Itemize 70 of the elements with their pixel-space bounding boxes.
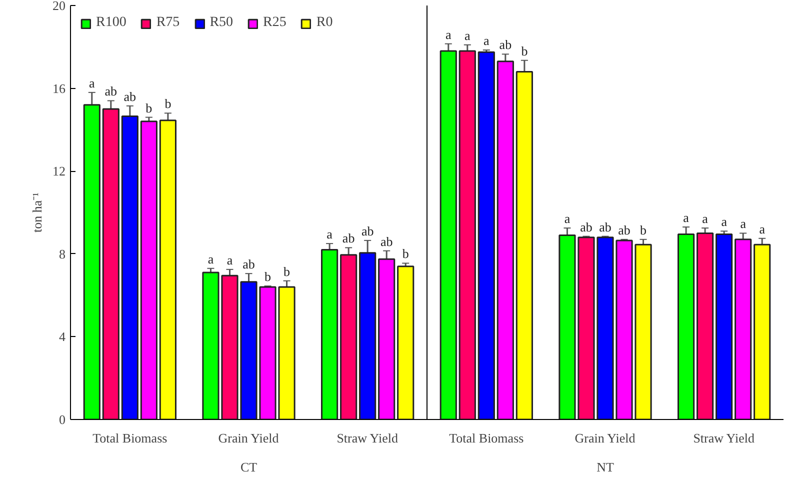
y-tick-label: 4 (59, 329, 66, 344)
legend-label: R100 (96, 15, 126, 31)
bar (458, 50, 476, 420)
bar (397, 266, 414, 420)
x-tick-label: Grain Yield (574, 430, 636, 446)
text: NT (596, 460, 614, 474)
data-label: b (521, 43, 528, 58)
bar (440, 50, 457, 420)
data-label: ab (618, 222, 630, 238)
bar (734, 238, 752, 420)
legend-label: R50 (210, 15, 234, 31)
data-label: ab (380, 234, 393, 249)
data-label: a (759, 221, 766, 236)
data-label: ab (599, 219, 612, 234)
data-label: b (284, 264, 290, 279)
x-tick-label: Straw Yield (336, 430, 398, 446)
data-label: b (264, 268, 272, 284)
legend-label: R25 (263, 15, 286, 31)
data-label: a (564, 211, 570, 226)
data-label: ab (342, 230, 355, 246)
data-label: ab (124, 88, 136, 104)
bar (140, 120, 158, 420)
data-label: a (702, 211, 708, 226)
bar (321, 249, 338, 420)
data-label: a (721, 214, 728, 230)
y-tick-label: 0 (59, 412, 66, 427)
x-tick-label: Grain Yield (218, 430, 280, 446)
bar (516, 70, 533, 420)
data-label: b (402, 246, 409, 262)
bar (359, 252, 376, 420)
data-label: ab (242, 256, 255, 272)
data-label: b (146, 100, 152, 116)
bar (496, 60, 514, 420)
bar (121, 115, 138, 420)
y-tick-label: 20 (52, 0, 66, 13)
data-label: a (464, 28, 471, 43)
bar (696, 232, 714, 420)
data-label: ab (580, 219, 592, 234)
y-tick-label: 8 (59, 246, 66, 262)
data-label: a (89, 75, 96, 90)
data-label: a (683, 210, 690, 225)
bar (478, 51, 495, 420)
text: CT (240, 460, 258, 474)
bar (102, 108, 120, 420)
y-tick-label: 12 (52, 164, 66, 179)
bar (678, 233, 695, 420)
bar (754, 244, 771, 420)
data-label: b (164, 96, 172, 112)
data-label: ab (499, 37, 512, 52)
data-label: a (446, 26, 452, 42)
legend-label: R75 (156, 15, 180, 31)
data-label: b (640, 222, 647, 238)
bar (716, 233, 733, 420)
data-label: a (208, 251, 214, 266)
x-tick-label: Total Biomass (92, 430, 168, 446)
data-label: a (226, 252, 233, 268)
x-tick-label: Straw Yield (693, 430, 755, 446)
data-label: ab (104, 84, 118, 99)
y-axis-title: ton ha⁻¹ (30, 192, 44, 233)
data-label: a (484, 33, 490, 48)
bar (340, 254, 358, 420)
data-label: ab (361, 223, 374, 238)
bar (378, 258, 396, 420)
legend-label: R0 (316, 15, 334, 31)
bar (159, 120, 176, 420)
data-label: a (326, 226, 333, 242)
bar (83, 104, 100, 420)
data-label: a (740, 216, 746, 232)
y-tick-label: 16 (52, 80, 66, 96)
x-tick-label: Total Biomass (449, 430, 524, 446)
